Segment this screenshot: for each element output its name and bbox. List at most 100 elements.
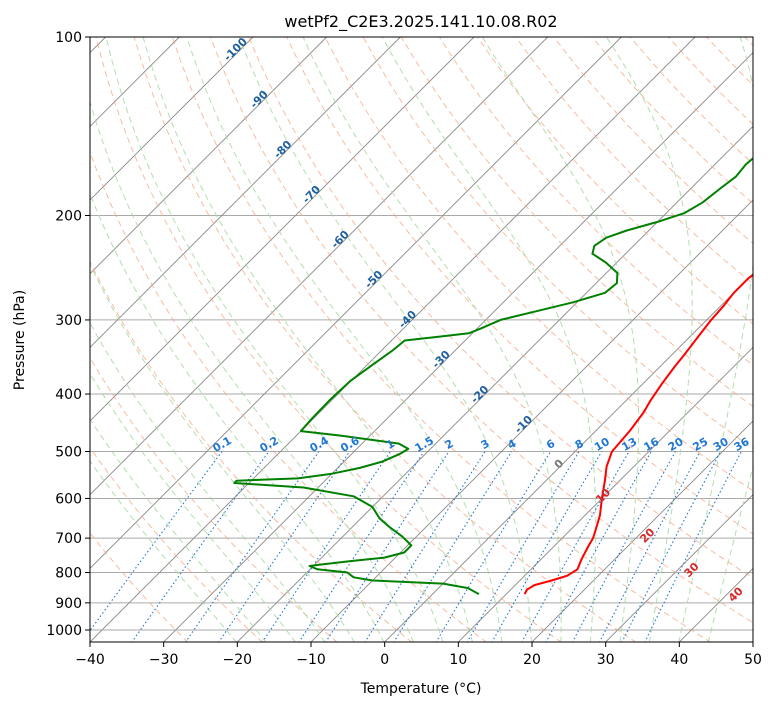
line-labels: 0.1 0.2 0.4 0.6 1 1.5 2 3 4 6 8 10 13 16 20 25 30 36-100-…	[211, 35, 752, 605]
y-tick-label: 400	[55, 387, 82, 403]
dry-adiabat-line	[90, 150, 488, 642]
isotherm-label: -20	[468, 383, 491, 406]
x-tick-label: 0	[380, 652, 389, 668]
x-tick-label: −40	[75, 652, 105, 668]
moist-adiabat-line	[302, 37, 562, 642]
mixing-ratio-line	[466, 451, 580, 642]
mixing-ratio-line	[598, 451, 701, 642]
isotherm-line	[531, 420, 753, 642]
moist-adiabat-line	[186, 37, 503, 642]
moist-adiabat-line	[105, 37, 444, 642]
dry-adiabat-line	[90, 446, 263, 642]
mixing-ratio-line	[545, 451, 652, 642]
moist-adiabat-line	[381, 37, 597, 642]
moist-adiabat-line	[238, 37, 532, 642]
mixing-ratio-line	[393, 451, 513, 642]
isotherm-label: -70	[300, 183, 323, 206]
mixing-ratio-line	[364, 451, 486, 642]
isotherm-label: -10	[512, 413, 535, 436]
mixing-ratio-line	[521, 451, 630, 642]
mixing-ratio-label: 3	[479, 437, 492, 452]
moist-adiabat-line	[481, 37, 640, 642]
isotherm-label: -50	[362, 268, 385, 291]
dry-adiabat-line	[286, 37, 753, 535]
x-tick-label: −30	[149, 652, 179, 668]
moist-adiabat-line	[142, 37, 473, 642]
y-tick-label: 100	[55, 30, 82, 46]
dry-adiabat-line	[324, 37, 753, 492]
mixing-ratio-line	[298, 451, 425, 642]
isotherm-line	[605, 494, 753, 642]
dry-adiabat-line	[133, 37, 637, 642]
isotherm-label: -100	[221, 35, 250, 64]
dry-adiabat-line	[668, 37, 753, 126]
moist-adiabat-line	[90, 372, 296, 642]
y-axis: 100 200 300 400 500 600 700 800 900 1000	[46, 30, 90, 639]
isotherm-line	[457, 346, 753, 642]
x-tick-label: −20	[223, 652, 253, 668]
isotherm-line	[90, 37, 327, 275]
isotherm-line	[90, 37, 696, 642]
isotherm-line	[163, 52, 753, 642]
isotherm-line	[90, 37, 254, 201]
dry-adiabat-line	[591, 37, 753, 205]
y-tick-label: 1000	[46, 623, 82, 639]
mixing-ratio-line	[435, 451, 551, 642]
moist-adiabat-line	[90, 460, 237, 642]
mixing-ratio-line	[325, 451, 450, 642]
mixing-ratio-label: 6	[544, 437, 557, 452]
y-tick-label: 700	[55, 531, 82, 547]
y-tick-label: 200	[55, 209, 82, 225]
moist-adiabat-line	[90, 100, 414, 642]
isotherm-line	[678, 567, 753, 642]
background-lines	[90, 37, 753, 642]
y-tick-label: 500	[55, 444, 82, 460]
mixing-ratio-line	[131, 451, 270, 642]
x-axis: −40 −30 −20 −10 0 10 20 30 40 50	[75, 642, 762, 668]
dry-adiabat-line	[248, 37, 753, 579]
isotherm-line	[384, 273, 753, 642]
isotherm-line	[90, 37, 475, 422]
y-tick-label: 900	[55, 596, 82, 612]
mixing-ratio-line	[571, 451, 676, 642]
moist-adiabat-line	[90, 263, 355, 642]
moist-adiabat-line	[90, 321, 326, 642]
isotherm-line	[90, 37, 548, 496]
y-axis-title: Pressure (hPa)	[12, 290, 28, 390]
x-axis-title: Temperature (°C)	[360, 681, 482, 697]
x-tick-label: −10	[296, 652, 326, 668]
dewpoint-line	[233, 157, 753, 595]
moist-adiabat-label: 20	[637, 525, 657, 545]
moist-adiabat-line	[90, 418, 267, 642]
mixing-ratio-line	[184, 451, 320, 642]
moist-adiabat-label: 40	[726, 584, 746, 604]
isotherm-label: -60	[329, 228, 352, 251]
y-tick-label: 600	[55, 491, 82, 507]
dry-adiabat-line	[90, 260, 413, 642]
isotherm-label: -30	[430, 348, 453, 371]
isotherm-line	[90, 37, 622, 569]
dry-adiabat-line	[95, 37, 562, 642]
mixing-ratio-line	[644, 451, 742, 642]
moist-adiabat-line	[707, 464, 753, 642]
dry-adiabat-line	[515, 37, 753, 285]
x-tick-label: 30	[597, 652, 615, 668]
moist-adiabat-line	[678, 37, 753, 642]
mixing-ratio-label: 1	[384, 437, 397, 452]
temperature-line	[523, 273, 753, 595]
moist-adiabat-line	[90, 192, 385, 642]
dry-adiabat-line	[171, 37, 712, 642]
y-tick-label: 800	[55, 566, 82, 582]
isotherm-label: -40	[396, 308, 419, 331]
sounding-series	[233, 157, 753, 595]
moist-adiabat-label: 10	[593, 486, 613, 506]
dry-adiabat-line	[210, 37, 753, 624]
plot-frame	[89, 36, 754, 643]
y-tick-label: 300	[55, 313, 82, 329]
mixing-ratio-label: 4	[505, 437, 518, 452]
mixing-ratio-line	[90, 451, 223, 632]
dry-adiabat-line	[706, 37, 753, 86]
mixing-ratio-line	[218, 451, 351, 642]
isotherm-line	[236, 125, 753, 642]
